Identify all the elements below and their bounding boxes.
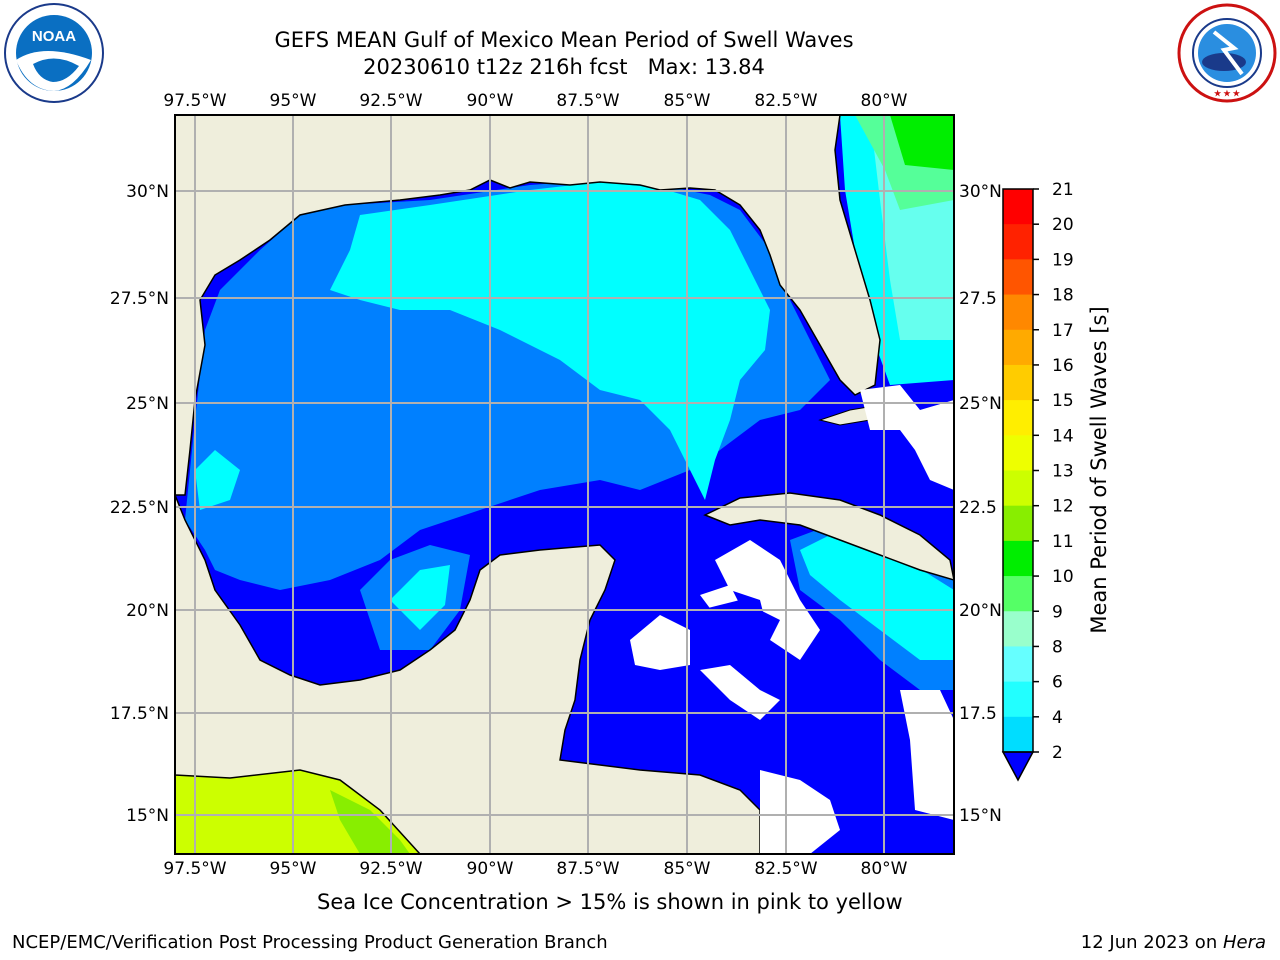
lat-label-right: 27.5 [959, 289, 997, 309]
colorbar-swatch [1003, 540, 1033, 577]
colorbar-swatch [1003, 716, 1033, 753]
nws-logo: ★ ★ ★ [1177, 3, 1277, 103]
lon-label-bottom: 80°W [861, 859, 908, 879]
colorbar-swatch [1003, 189, 1033, 225]
map-area [175, 115, 954, 854]
colorbar-swatch [1003, 329, 1033, 366]
lon-label-bottom: 97.5°W [163, 859, 226, 879]
lon-label-bottom: 87.5°W [556, 859, 619, 879]
colorbar-tick-label: 20 [1052, 215, 1074, 235]
lon-label-top: 90°W [467, 91, 514, 111]
map-gridlines [175, 115, 954, 854]
lon-label-top: 87.5°W [556, 91, 619, 111]
lat-label-right: 25°N [959, 394, 1002, 414]
lat-label-left: 17.5°N [110, 704, 169, 724]
lat-label-right: 30°N [959, 182, 1002, 202]
colorbar-tick-label: 16 [1052, 356, 1074, 376]
colorbar-extend-arrow [1001, 751, 1035, 782]
sea-ice-note: Sea Ice Concentration > 15% is shown in … [317, 890, 903, 914]
no-data-patches [630, 385, 954, 854]
lat-label-left: 30°N [126, 182, 169, 202]
colorbar-tick-label: 9 [1052, 602, 1063, 622]
colorbar-swatch [1003, 224, 1033, 260]
colorbar-swatch [1003, 435, 1033, 471]
colorbar-swatch [1003, 681, 1033, 718]
colorbar-tick-label: 15 [1052, 391, 1074, 411]
lat-label-left: 27.5°N [110, 289, 169, 309]
colorbar-swatch [1003, 646, 1033, 683]
colorbar-swatch [1003, 294, 1033, 331]
lat-label-right: 17.5 [959, 704, 997, 724]
lat-label-right: 22.5 [959, 498, 997, 518]
colorbar-tick-label: 17 [1052, 321, 1074, 341]
chart-subtitle: 20230610 t12z 216h fcst Max: 13.84 [363, 55, 765, 79]
lat-label-left: 22.5°N [110, 498, 169, 518]
lon-label-bottom: 95°W [270, 859, 317, 879]
lat-label-right: 20°N [959, 601, 1002, 621]
noaa-logo-text: NOAA [32, 28, 76, 45]
colorbar-tick-label: 18 [1052, 286, 1074, 306]
colorbar-tick-label: 4 [1052, 708, 1063, 728]
colorbar-tick-label: 10 [1052, 567, 1074, 587]
colorbar-tick-label: 14 [1052, 426, 1074, 446]
chart-title: GEFS MEAN Gulf of Mexico Mean Period of … [274, 28, 854, 52]
colorbar-tick-label: 12 [1052, 497, 1074, 517]
lon-label-top: 85°W [664, 91, 711, 111]
lon-label-top: 80°W [861, 91, 908, 111]
lon-label-bottom: 82.5°W [754, 859, 817, 879]
lat-label-right: 15°N [959, 806, 1002, 826]
lon-label-bottom: 85°W [664, 859, 711, 879]
land-cuba [703, 492, 954, 581]
footer-host: Hera [1222, 932, 1266, 953]
colorbar-swatch [1003, 611, 1033, 647]
noaa-logo: NOAA [4, 3, 104, 103]
colorbar-swatch [1003, 576, 1033, 612]
colorbar-swatch [1003, 400, 1033, 436]
caribbean-swell-field [800, 530, 954, 660]
lon-label-top: 97.5°W [163, 91, 226, 111]
colorbar-tick-label: 11 [1052, 532, 1074, 552]
lon-label-top: 92.5°W [359, 91, 422, 111]
colorbar-swatch [1003, 259, 1033, 296]
colorbar-tick-label: 6 [1052, 673, 1063, 693]
land-mexico [175, 494, 761, 854]
colorbar-tick-label: 21 [1052, 180, 1074, 200]
lon-label-top: 82.5°W [754, 91, 817, 111]
lat-label-left: 25°N [126, 394, 169, 414]
lat-label-left: 15°N [126, 806, 169, 826]
colorbar-tick-label: 13 [1052, 462, 1074, 482]
colorbar-swatch [1003, 505, 1033, 542]
footer-date-text: 12 Jun 2023 on [1080, 932, 1223, 953]
lon-label-bottom: 90°W [467, 859, 514, 879]
map-frame [174, 114, 955, 855]
lon-label-bottom: 92.5°W [359, 859, 422, 879]
land-usa [175, 115, 881, 496]
lat-label-left: 20°N [126, 601, 169, 621]
colorbar-tick-label: 2 [1052, 743, 1063, 763]
colorbar-tick-label: 8 [1052, 637, 1063, 657]
colorbar-label: Mean Period of Swell Waves [s] [1087, 306, 1111, 633]
colorbar-swatch [1003, 364, 1033, 401]
lon-label-top: 95°W [270, 91, 317, 111]
footer-credit: NCEP/EMC/Verification Post Processing Pr… [12, 932, 608, 953]
colorbar: 21 20 19 18 17 16 15 14 13 12 11 10 9 8 6 4 2 Mean Perio… [1001, 180, 1111, 782]
svg-text:★ ★ ★: ★ ★ ★ [1214, 89, 1241, 98]
swell-contour-6-8 [330, 182, 770, 500]
colorbar-swatch [1003, 470, 1033, 507]
colorbar-tick-label: 19 [1052, 250, 1074, 270]
footer-date: 12 Jun 2023 on Hera [1081, 932, 1266, 953]
